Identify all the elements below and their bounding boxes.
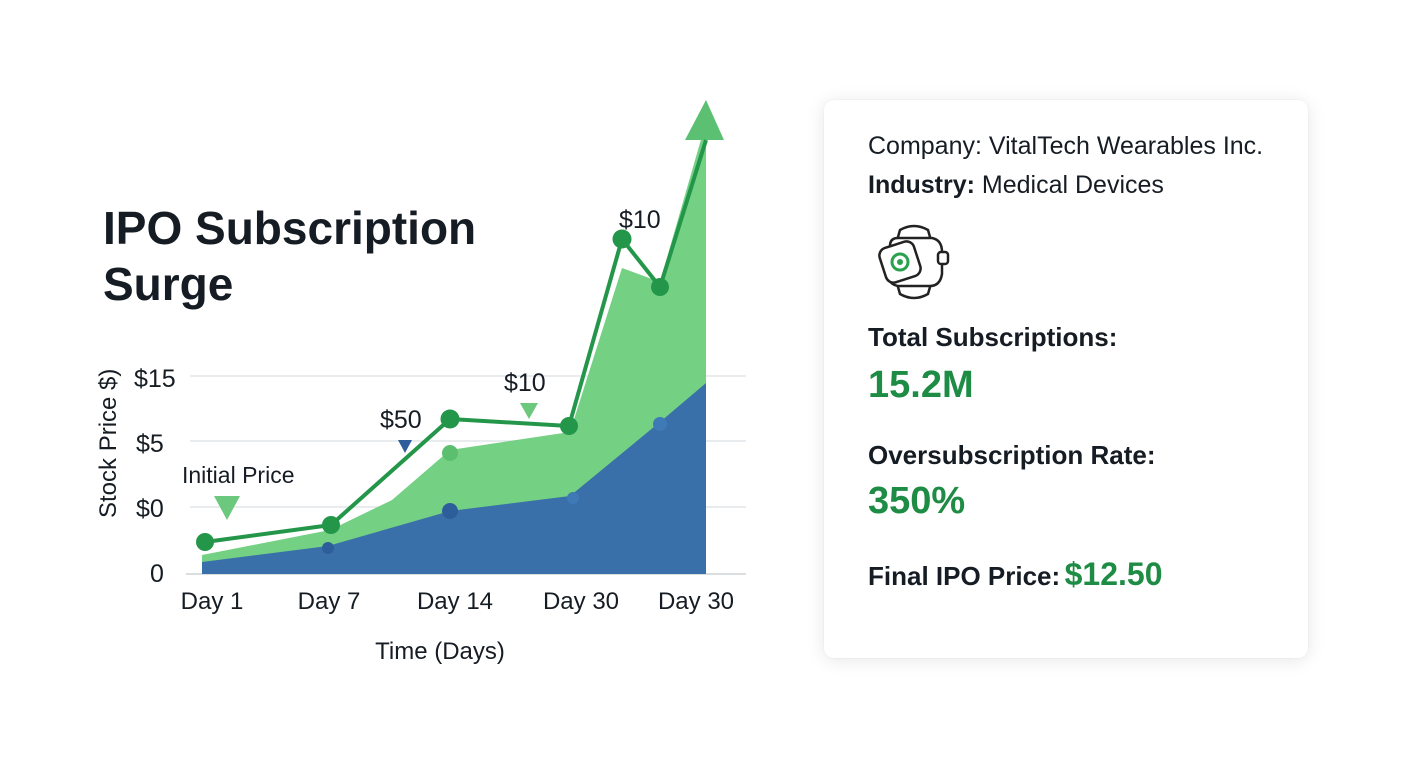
company-value: VitalTech Wearables Inc.: [988, 132, 1264, 160]
annotation-50: $50: [380, 406, 422, 434]
annotation-10-a: $10: [504, 369, 546, 397]
chart-title: IPO Subscription Surge: [103, 200, 533, 312]
price-point: [651, 278, 669, 296]
x-tick-label: Day 1: [181, 588, 244, 615]
chart-title-line-1: IPO Subscription: [103, 202, 477, 254]
total-subscriptions-value: 15.2M: [868, 364, 974, 406]
ipo-chart: Initial Price $50 $10 $10 0 $0 $5 $15 St…: [95, 100, 746, 665]
blue-area: [202, 383, 706, 574]
company-label: Company:: [868, 132, 982, 160]
chart-title-line-2: Surge: [103, 258, 234, 310]
annotation-10-b: $10: [619, 206, 661, 234]
price-point: [440, 409, 460, 429]
oversubscription-rate-label: Oversubscription Rate:: [868, 440, 1156, 470]
initial-price-marker-icon: [214, 496, 240, 520]
industry-label: Industry:: [868, 171, 975, 199]
area-marker: [442, 503, 458, 519]
price-point: [196, 533, 214, 551]
blue-triangle-marker-icon: [398, 440, 412, 453]
area-marker: [653, 417, 667, 431]
final-ipo-price-label: Final IPO Price:: [868, 561, 1061, 591]
smartwatch-icon: [878, 224, 950, 300]
x-tick-label: Day 7: [298, 588, 361, 615]
x-tick-label: Day 14: [417, 588, 493, 615]
annotation-initial-price: Initial Price: [182, 462, 294, 488]
y-axis-label: Stock Price $): [95, 369, 122, 518]
price-point: [612, 229, 632, 249]
industry-value: Medical Devices: [981, 171, 1164, 199]
price-point: [322, 516, 340, 534]
price-point: [560, 417, 578, 435]
final-ipo-price-value: $12.50: [1064, 556, 1163, 592]
x-tick-label: Day 30: [658, 588, 734, 615]
total-subscriptions-label: Total Subscriptions:: [868, 322, 1118, 352]
area-marker: [322, 542, 334, 554]
area-marker: [442, 445, 458, 461]
surge-arrow-icon: [685, 100, 724, 140]
green-area: [202, 122, 706, 574]
area-marker: [567, 492, 579, 504]
x-axis-label: Time (Days): [375, 638, 505, 665]
y-tick-label: $0: [136, 495, 164, 523]
green-triangle-marker-icon: [520, 403, 538, 419]
y-tick-label: $5: [136, 430, 164, 458]
company-row: Company: VitalTech Wearables Inc.: [868, 132, 1263, 161]
ipo-info-card: Company: VitalTech Wearables Inc. Indust…: [824, 100, 1308, 658]
y-tick-label: 0: [150, 560, 164, 588]
x-tick-label: Day 30: [543, 588, 619, 615]
industry-row: Industry: Medical Devices: [868, 171, 1164, 200]
oversubscription-rate-value: 350%: [868, 480, 966, 522]
y-tick-label: $15: [134, 365, 176, 393]
final-ipo-price-row: Final IPO Price: $12.50: [868, 556, 1163, 593]
